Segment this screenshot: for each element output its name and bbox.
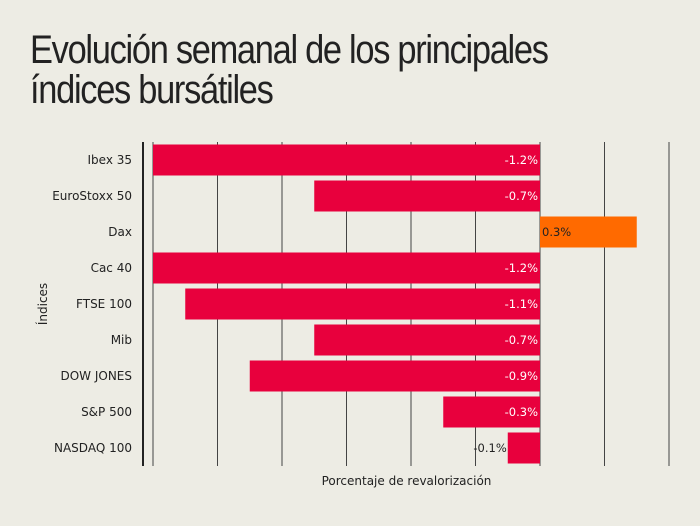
value-label: -1.2% [505,153,538,167]
category-label: NASDAQ 100 [54,441,132,455]
value-label: -0.3% [505,405,538,419]
chart-title: Evolución semanal de los principales índ… [30,28,549,112]
category-label: Ibex 35 [87,153,132,167]
value-label: -0.1% [473,441,506,455]
category-label: Dax [108,225,132,239]
bar [249,360,540,392]
value-label: -1.2% [505,261,538,275]
bar [507,432,540,464]
bar [314,180,540,212]
bar [185,288,540,320]
value-label: -1.1% [505,297,538,311]
bars [153,144,637,464]
bar [314,324,540,356]
y-axis-title: Índices [35,283,50,325]
category-label: EuroStoxx 50 [52,189,132,203]
bar [153,144,540,176]
bar [153,252,540,284]
bar [443,396,540,428]
x-axis-title: Porcentaje de revalorización [322,474,492,488]
labels: Ibex 35 -1.2% EuroStoxx 50 -0.7% Dax 0.3% Cac … [52,153,571,455]
bar [540,216,637,248]
category-label: Mib [111,333,132,347]
value-label: -0.7% [505,333,538,347]
category-label: Cac 40 [91,261,132,275]
category-label: FTSE 100 [76,297,132,311]
category-label: DOW JONES [60,369,132,383]
value-label: -0.7% [505,189,538,203]
category-label: S&P 500 [81,405,132,419]
value-label: 0.3% [542,225,571,239]
value-label: -0.9% [505,369,538,383]
